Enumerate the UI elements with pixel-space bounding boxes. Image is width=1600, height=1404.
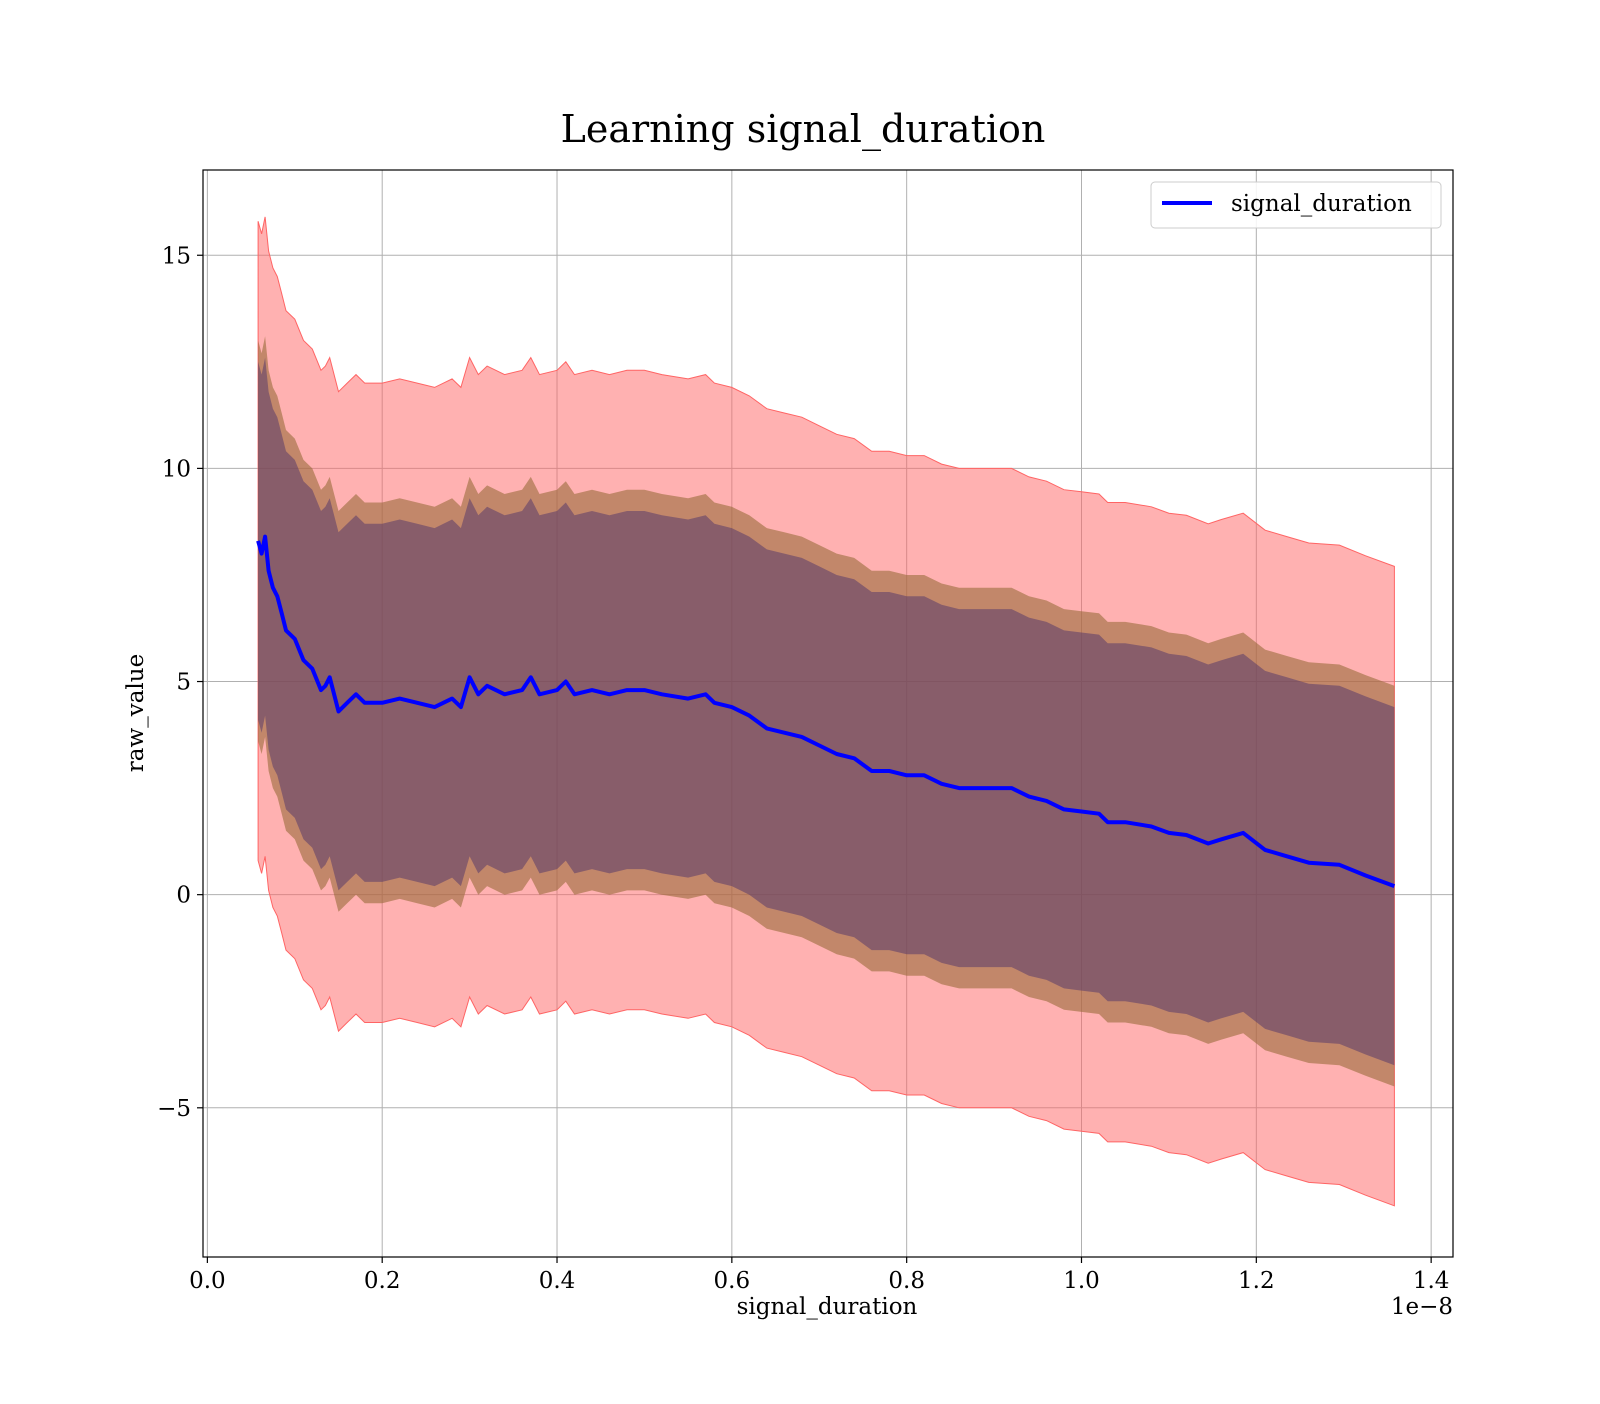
confidence-bands: [257, 216, 1395, 1207]
x-tick-label: 0.2: [364, 1268, 401, 1294]
plot-area-frame: [202, 169, 1454, 1258]
x-tick-label: 0.6: [714, 1268, 751, 1294]
x-axis-offset-label: 1e−8: [1391, 1294, 1453, 1320]
x-tick-label: 0.8: [888, 1268, 925, 1294]
x-axis-label: signal_duration: [737, 1294, 918, 1320]
y-tick-label: 5: [176, 670, 191, 696]
signal-duration-line: [256, 534, 1396, 888]
legend-label: signal_duration: [1231, 191, 1412, 217]
y-tick-label: 15: [162, 243, 191, 269]
chart-title: Learning signal_duration: [561, 107, 1046, 152]
y-axis-label: raw_value: [123, 654, 149, 772]
x-tick-label: 1.4: [1413, 1268, 1450, 1294]
y-axis-ticks: −5 0 5 10 15: [157, 243, 203, 1122]
x-tick-label: 1.2: [1238, 1268, 1275, 1294]
x-tick-label: 0.4: [539, 1268, 576, 1294]
series-lines: [256, 534, 1396, 888]
y-tick-label: 0: [176, 883, 191, 909]
y-tick-label: −5: [157, 1096, 191, 1122]
y-tick-label: 10: [162, 456, 191, 482]
x-tick-label: 1.0: [1063, 1268, 1100, 1294]
x-tick-label: 0.0: [189, 1268, 226, 1294]
x-axis-ticks: 0.0 0.2 0.4 0.6 0.8 1.0 1.2 1.4: [189, 1257, 1449, 1294]
legend-box: [1150, 181, 1442, 229]
inner-std-band: [258, 357, 1395, 1066]
legend: signal_duration: [1150, 181, 1442, 229]
